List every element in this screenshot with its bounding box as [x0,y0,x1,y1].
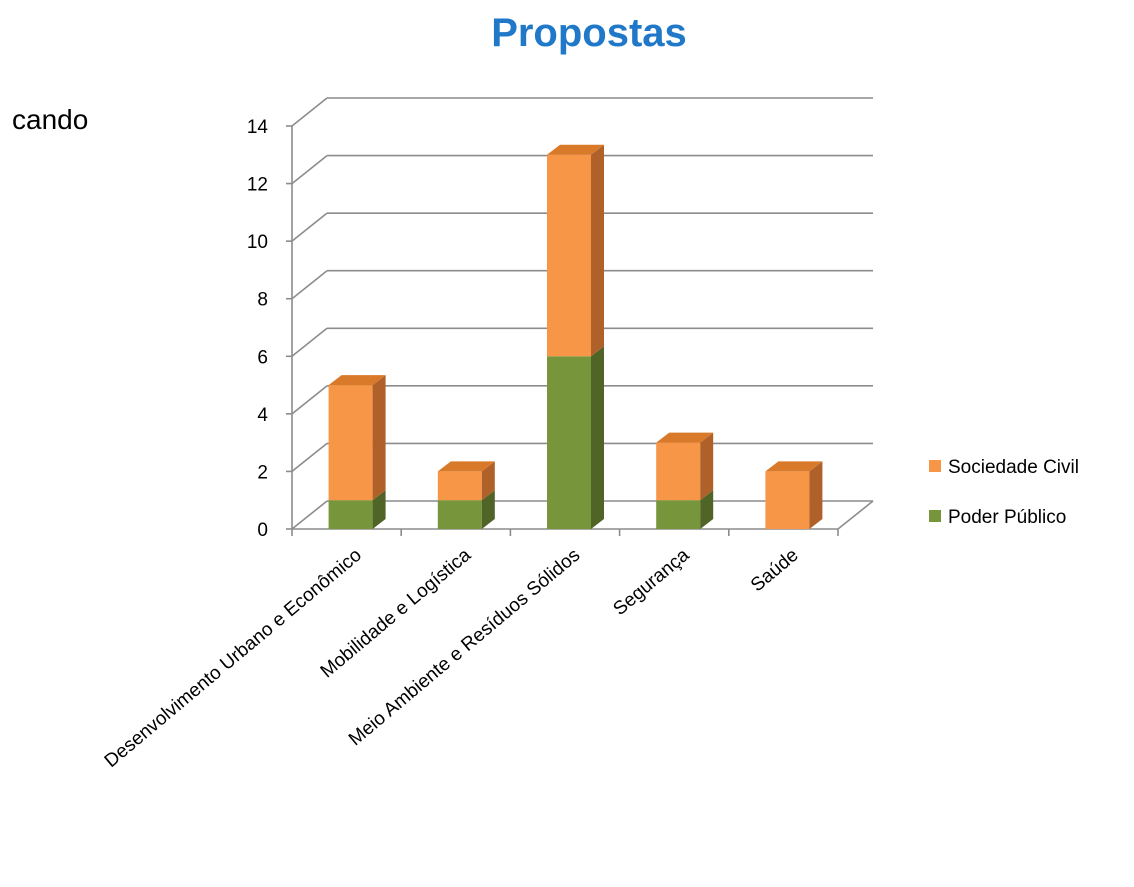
y-tick-label: 4 [257,405,268,426]
bar-top-sociedade-civil [765,461,823,472]
bar-side-sociedade-civil [700,432,714,501]
bar-poder-publico [437,500,482,529]
gridline-side [291,97,328,127]
x-category-label: Saúde [747,545,803,596]
bar-top-sociedade-civil [656,432,714,443]
x-category-label: Meio Ambiente e Resíduos Sólidos [345,545,584,750]
gridline-side [291,500,328,530]
bar-poder-publico [656,500,701,529]
bar-side-poder-publico [372,490,386,529]
bar-top-sociedade-civil [328,375,386,386]
bar-side-poder-publico [591,346,604,529]
bar-sociedade-civil [328,385,373,501]
y-tick-label: 12 [247,175,268,196]
legend: Sociedade Civil Poder Público [929,457,1079,528]
bar-sociedade-civil [547,154,591,357]
legend-swatch-poder-publico [929,510,941,522]
floor-edge [837,500,874,530]
bar-side-poder-publico [700,490,714,529]
chart-title: Propostas [491,11,687,55]
y-tick-label: 2 [257,462,268,483]
background-text-fragment: cando [12,104,89,135]
bar-side-sociedade-civil [481,461,495,501]
gridline-side [291,327,328,357]
x-category-label: Segurança [610,544,694,619]
bar-sociedade-civil [765,471,810,529]
y-tick-label: 10 [247,232,268,253]
bar-side-poder-publico [481,490,495,529]
legend-swatch-sociedade-civil [929,460,941,472]
bar-top-sociedade-civil [547,144,604,155]
y-tick-label: 6 [257,347,268,368]
bar-poder-publico [547,356,591,529]
y-tick-label: 14 [247,117,269,138]
y-tick-label: 0 [257,520,268,541]
bar-sociedade-civil [656,442,701,501]
bar-side-sociedade-civil [809,461,823,529]
gridline-side [291,442,328,473]
bars [328,144,823,529]
bar-top-sociedade-civil [437,461,495,472]
bar-poder-publico [328,500,373,529]
bar-side-sociedade-civil [372,375,386,501]
gridline-side [291,270,328,300]
legend-label-poder-publico: Poder Público [948,507,1066,528]
bar-sociedade-civil [437,471,482,501]
gridline-side [291,385,328,415]
gridline-side [291,212,328,242]
y-tick-label: 8 [257,290,268,311]
bar-side-sociedade-civil [591,144,604,357]
legend-label-sociedade-civil: Sociedade Civil [948,457,1079,478]
gridline-side [291,154,328,185]
